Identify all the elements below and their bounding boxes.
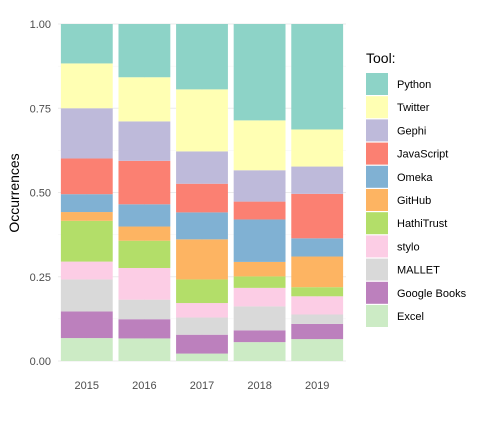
bar-segment	[60, 220, 113, 262]
bar-segment	[60, 311, 113, 339]
legend-label: stylo	[397, 241, 420, 253]
bar-segment	[118, 204, 171, 227]
legend-key	[366, 96, 388, 119]
x-tick-label: 2017	[190, 380, 214, 392]
bar-segment	[118, 240, 171, 268]
bar-segment	[118, 160, 171, 205]
legend-label: Google Books	[397, 288, 467, 300]
legend-key	[366, 258, 388, 281]
legend-label: Python	[397, 79, 431, 91]
bar-segment	[176, 334, 228, 354]
y-axis: 0.00 0.25 0.50 0.75 1.00	[30, 19, 51, 368]
bar-segment	[291, 339, 344, 361]
legend-title: Tool:	[366, 50, 396, 66]
bar-segment	[233, 261, 286, 277]
bar-segment	[233, 276, 286, 288]
legend-label: HathiTrust	[397, 218, 447, 230]
x-tick-label: 2019	[305, 380, 329, 392]
bar-segment	[60, 279, 113, 312]
bar-segment	[118, 226, 171, 241]
bar-segment	[176, 212, 228, 240]
bar-segment	[233, 287, 286, 307]
legend-label: GitHub	[397, 195, 431, 207]
bar-segment	[233, 306, 286, 331]
legend-key	[366, 212, 388, 235]
bar-segment	[176, 279, 228, 304]
bar-segment	[60, 158, 113, 195]
legend-label: Gephi	[397, 125, 426, 137]
bar-segment	[60, 212, 113, 221]
y-tick-label: 1.00	[30, 19, 51, 31]
legend: Tool: Python Twitter Gephi JavaScript Omeka G…	[366, 50, 467, 327]
bars-layer	[60, 24, 344, 361]
legend-label: Omeka	[397, 172, 433, 184]
bar-segment	[291, 256, 344, 288]
bar-segment	[176, 151, 228, 184]
x-tick-label: 2016	[132, 380, 156, 392]
bar-segment	[60, 194, 113, 213]
legend-key	[366, 189, 388, 211]
legend-key	[366, 142, 388, 165]
bar-segment	[291, 24, 344, 130]
bar-segment	[60, 261, 113, 280]
bar-segment	[176, 89, 228, 152]
bar-segment	[291, 287, 344, 297]
bar-segment	[60, 63, 113, 109]
bar-segment	[176, 239, 228, 280]
bar-segment	[118, 299, 171, 320]
bar-segment	[176, 303, 228, 318]
bar-segment	[233, 219, 286, 262]
bar-segment	[291, 296, 344, 315]
bar-segment	[291, 314, 344, 324]
bar-segment	[233, 170, 286, 202]
bar-segment	[118, 77, 171, 122]
legend-key	[366, 235, 388, 258]
x-axis: 2015 2016 2017 2018 2019	[75, 380, 330, 392]
y-axis-title: Occurrences	[6, 153, 22, 232]
bar-segment	[60, 24, 113, 64]
legend-key	[366, 165, 388, 188]
bar-segment	[176, 353, 228, 361]
legend-key	[366, 73, 388, 95]
bar-segment	[118, 319, 171, 339]
legend-label: Excel	[397, 311, 424, 323]
x-tick-label: 2018	[247, 380, 271, 392]
bar-segment	[60, 108, 113, 159]
bar-segment	[291, 193, 344, 239]
legend-key	[366, 281, 388, 304]
bar-segment	[291, 129, 344, 167]
bar-segment	[291, 323, 344, 340]
bar-segment	[233, 120, 286, 171]
legend-key	[366, 119, 388, 142]
bar-segment	[233, 24, 286, 121]
legend-label: JavaScript	[397, 149, 448, 161]
y-tick-label: 0.50	[30, 188, 51, 200]
bar-segment	[291, 166, 344, 194]
legend-label: Twitter	[397, 102, 430, 114]
y-tick-label: 0.25	[30, 272, 51, 284]
y-tick-label: 0.00	[30, 356, 51, 368]
bar-segment	[291, 238, 344, 257]
bar-segment	[233, 342, 286, 361]
bar-segment	[176, 183, 228, 213]
y-tick-label: 0.75	[30, 103, 51, 115]
legend-key	[366, 305, 388, 327]
bar-segment	[118, 267, 171, 300]
bar-segment	[176, 24, 228, 90]
bar-segment	[118, 24, 171, 78]
bar-segment	[118, 121, 171, 161]
bar-segment	[60, 338, 113, 361]
x-tick-label: 2015	[75, 380, 99, 392]
bar-segment	[233, 201, 286, 220]
legend-label: MALLET	[397, 265, 440, 277]
bar-segment	[118, 338, 171, 361]
bar-segment	[176, 317, 228, 335]
bar-segment	[233, 330, 286, 343]
